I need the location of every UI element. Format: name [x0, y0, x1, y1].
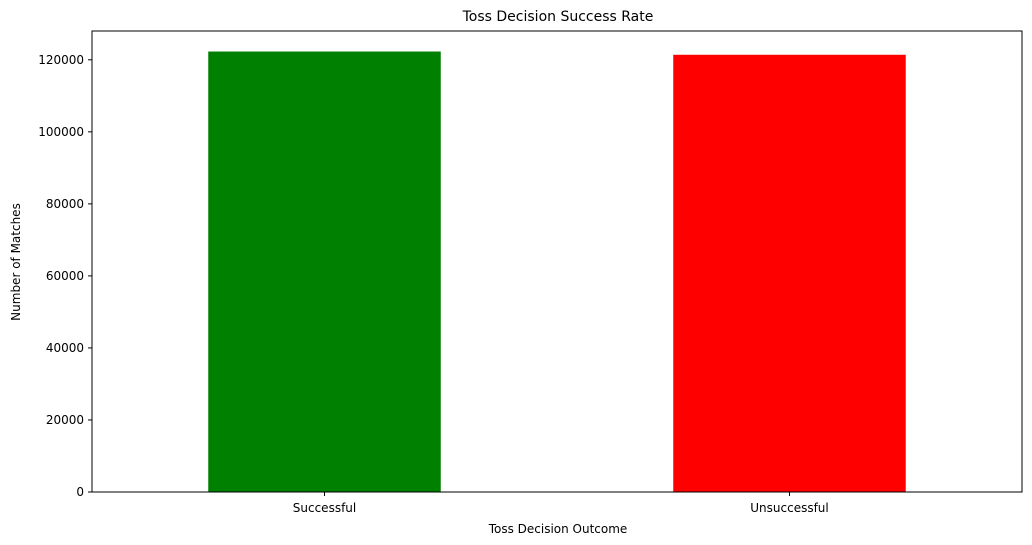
bars-group [208, 51, 906, 493]
y-tick-label: 60000 [46, 269, 84, 283]
y-axis-ticks: 0 20000 40000 60000 80000 100000 120000 [38, 53, 92, 499]
x-tick-label: Unsuccessful [750, 501, 829, 515]
y-tick-label: 20000 [46, 413, 84, 427]
y-tick-label: 40000 [46, 341, 84, 355]
x-axis-ticks: Successful Unsuccessful [293, 492, 829, 515]
y-tick-label: 80000 [46, 197, 84, 211]
chart-title: Toss Decision Success Rate [462, 9, 654, 25]
plot-frame [91, 30, 1023, 493]
y-tick-label: 120000 [38, 53, 84, 67]
x-axis-label: Toss Decision Outcome [488, 522, 628, 536]
bar-unsuccessful [673, 54, 906, 492]
y-tick-label: 100000 [38, 125, 84, 139]
y-tick-label: 0 [76, 485, 84, 499]
x-tick-label: Successful [293, 501, 356, 515]
bar-successful [208, 51, 441, 493]
y-axis-label: Number of Matches [9, 203, 23, 321]
